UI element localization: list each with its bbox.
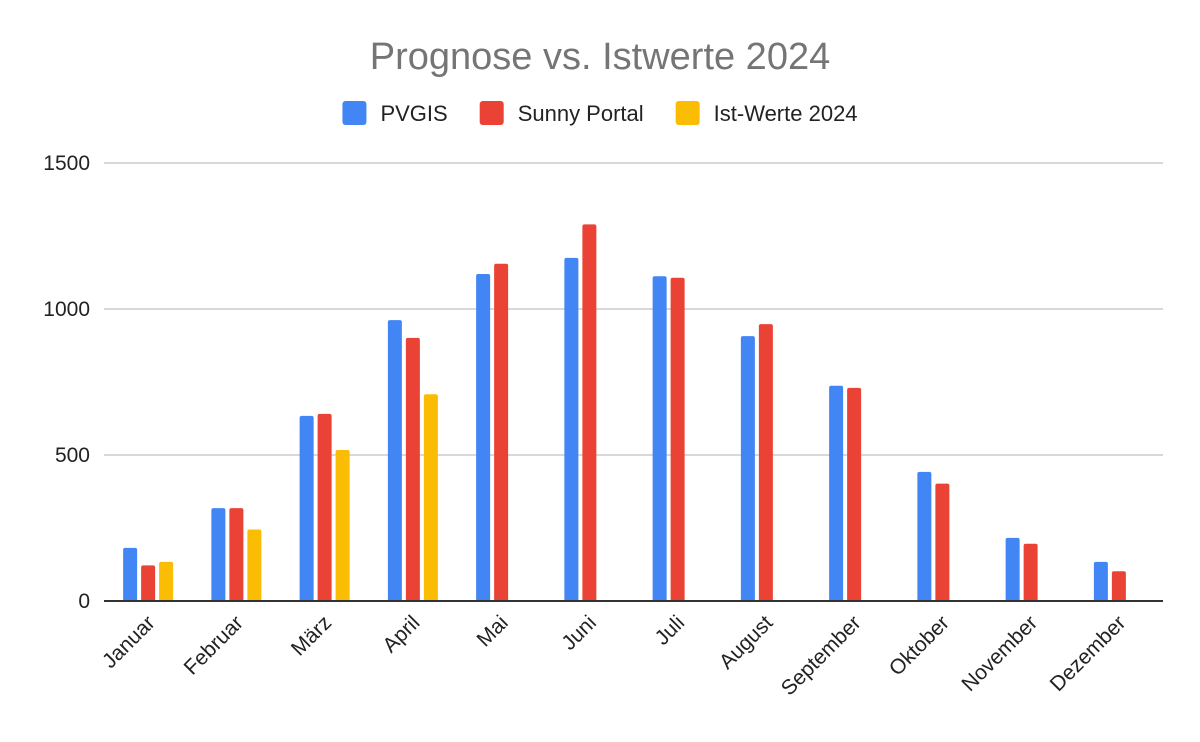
x-category-label: August <box>715 611 778 674</box>
x-category-label: Februar <box>180 611 248 679</box>
legend-swatch <box>342 101 367 125</box>
y-tick-label: 0 <box>78 590 90 613</box>
x-category-label: Oktober <box>885 611 954 680</box>
bar-pvgis-1 <box>211 508 226 601</box>
bar-sunny-portal-6 <box>670 277 685 601</box>
bar-ist-werte-2024-2 <box>335 450 350 601</box>
x-category-label: September <box>777 611 866 700</box>
bar-pvgis-7 <box>740 336 755 601</box>
y-tick-label: 1500 <box>43 152 90 175</box>
x-category-label: März <box>287 611 336 660</box>
bar-ist-werte-2024-3 <box>423 394 438 601</box>
bar-pvgis-9 <box>917 471 932 601</box>
bar-pvgis-5 <box>564 257 579 601</box>
x-category-label: Dezember <box>1046 611 1131 696</box>
x-axis-labels: Januar Februar März April Mai Juni Juli August S… <box>98 611 1130 700</box>
bar-pvgis-10 <box>1005 537 1020 601</box>
legend-swatch <box>675 101 700 125</box>
chart-title: Prognose vs. Istwerte 2024 <box>370 36 830 78</box>
bar-ist-werte-2024-1 <box>247 529 262 601</box>
bar-ist-werte-2024-0 <box>159 561 174 601</box>
bar-sunny-portal-7 <box>758 324 773 601</box>
y-axis-ticks: 0 500 1000 1500 <box>43 152 90 613</box>
bar-sunny-portal-4 <box>494 263 509 601</box>
bar-sunny-portal-5 <box>582 224 597 601</box>
bar-sunny-portal-0 <box>141 565 156 601</box>
bar-pvgis-2 <box>299 415 314 601</box>
bar-sunny-portal-11 <box>1111 571 1126 601</box>
bar-pvgis-11 <box>1093 561 1108 601</box>
bar-sunny-portal-10 <box>1023 543 1038 601</box>
x-category-label: Mai <box>472 611 512 651</box>
y-tick-label: 500 <box>55 444 90 467</box>
legend-label: PVGIS <box>380 101 447 126</box>
x-category-label: Juni <box>557 611 601 655</box>
bar-pvgis-0 <box>123 547 138 601</box>
legend-label: Sunny Portal <box>518 101 644 126</box>
bar-sunny-portal-8 <box>847 387 862 601</box>
x-category-label: November <box>957 611 1042 696</box>
bars <box>123 224 1126 601</box>
legend-label: Ist-Werte 2024 <box>714 101 858 126</box>
x-category-label: Juli <box>651 611 690 650</box>
x-category-label: April <box>378 611 424 657</box>
gridlines <box>104 162 1163 456</box>
bar-sunny-portal-1 <box>229 508 244 601</box>
legend-swatch <box>479 101 504 125</box>
bar-pvgis-8 <box>829 385 844 601</box>
bar-sunny-portal-3 <box>405 337 420 601</box>
x-category-label: Januar <box>98 611 160 673</box>
bar-pvgis-4 <box>476 273 491 601</box>
bar-sunny-portal-9 <box>935 483 950 601</box>
bar-pvgis-3 <box>387 320 402 601</box>
bar-pvgis-6 <box>652 276 667 601</box>
legend: PVGIS Sunny Portal Ist-Werte 2024 <box>342 101 858 126</box>
y-tick-label: 1000 <box>43 298 90 321</box>
bar-sunny-portal-2 <box>317 413 332 601</box>
